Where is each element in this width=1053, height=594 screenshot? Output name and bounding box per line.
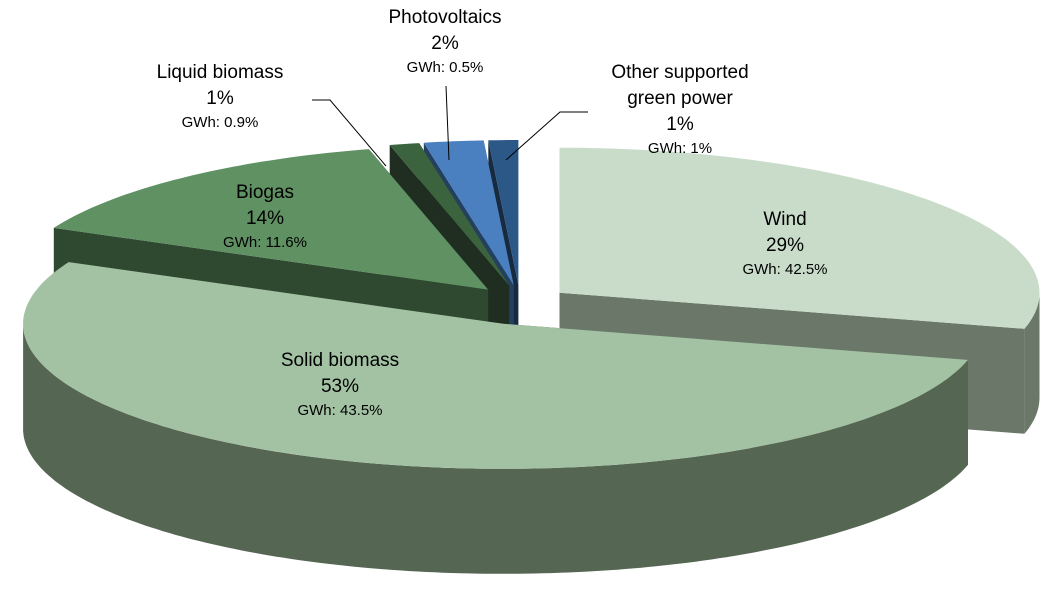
slice-gwh: GWh: 11.6% — [223, 234, 307, 251]
slice-percent: 1% — [206, 88, 234, 109]
slice-name: Solid biomass — [280, 350, 400, 371]
slice-top — [423, 140, 514, 286]
slice-percent: 53% — [320, 376, 360, 397]
slice-top — [488, 140, 519, 285]
slice-top — [53, 149, 489, 290]
slice-outer-side — [23, 323, 969, 574]
slice-gwh: GWh: 42.5% — [742, 261, 828, 278]
slice-top — [559, 147, 1040, 329]
slice-top — [23, 262, 969, 469]
slice-label: Photovoltaics 2% GWh: 0.5% — [388, 5, 501, 79]
slice-name: Photovoltaics — [388, 7, 502, 28]
slice-outer-side — [1024, 292, 1040, 434]
slice-percent: 1% — [666, 114, 694, 135]
slice-name: Other supported green power — [611, 62, 749, 109]
slice-gwh: GWh: 1% — [647, 140, 713, 157]
leader-line — [505, 111, 588, 161]
slice-percent: 2% — [431, 33, 459, 54]
slice-percent: 29% — [765, 235, 805, 256]
slice-label: Biogas 14% GWh: 11.6% — [223, 180, 307, 254]
leader-line — [312, 99, 387, 167]
slice-name: Liquid biomass — [156, 62, 284, 83]
slice-label: Liquid biomass 1% GWh: 0.9% — [157, 60, 284, 134]
slice-top — [389, 143, 510, 286]
leader-line — [445, 85, 450, 161]
slice-name: Wind — [763, 209, 807, 230]
slice-gwh: GWh: 43.5% — [297, 402, 383, 419]
slice-label: Other supported green power 1% GWh: 1% — [595, 60, 765, 160]
slice-label: Solid biomass 53% GWh: 43.5% — [281, 348, 399, 422]
slice-gwh: GWh: 0.5% — [406, 59, 484, 76]
slices — [23, 140, 1040, 574]
slice-label: Wind 29% GWh: 42.5% — [742, 207, 827, 281]
slice-percent: 14% — [245, 208, 285, 229]
slice-gwh: GWh: 0.9% — [181, 114, 259, 131]
leader-lines — [312, 85, 588, 167]
slice-name: Biogas — [235, 182, 295, 203]
